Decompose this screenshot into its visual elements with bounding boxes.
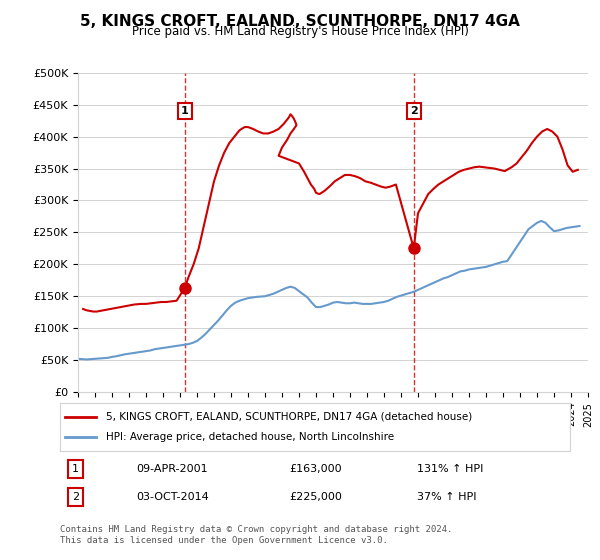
Text: 03-OCT-2014: 03-OCT-2014 <box>137 492 209 502</box>
Text: 2: 2 <box>72 492 79 502</box>
Text: Price paid vs. HM Land Registry's House Price Index (HPI): Price paid vs. HM Land Registry's House … <box>131 25 469 38</box>
Text: 1: 1 <box>72 464 79 474</box>
Text: 2: 2 <box>410 106 418 116</box>
Text: £225,000: £225,000 <box>290 492 343 502</box>
Text: 1: 1 <box>181 106 188 116</box>
Text: 5, KINGS CROFT, EALAND, SCUNTHORPE, DN17 4GA (detached house): 5, KINGS CROFT, EALAND, SCUNTHORPE, DN17… <box>106 412 472 422</box>
Text: 37% ↑ HPI: 37% ↑ HPI <box>417 492 476 502</box>
Text: 5, KINGS CROFT, EALAND, SCUNTHORPE, DN17 4GA: 5, KINGS CROFT, EALAND, SCUNTHORPE, DN17… <box>80 14 520 29</box>
Text: £163,000: £163,000 <box>290 464 342 474</box>
Text: 131% ↑ HPI: 131% ↑ HPI <box>417 464 484 474</box>
Text: 09-APR-2001: 09-APR-2001 <box>137 464 208 474</box>
Text: Contains HM Land Registry data © Crown copyright and database right 2024.
This d: Contains HM Land Registry data © Crown c… <box>60 525 452 545</box>
Text: HPI: Average price, detached house, North Lincolnshire: HPI: Average price, detached house, Nort… <box>106 432 394 442</box>
